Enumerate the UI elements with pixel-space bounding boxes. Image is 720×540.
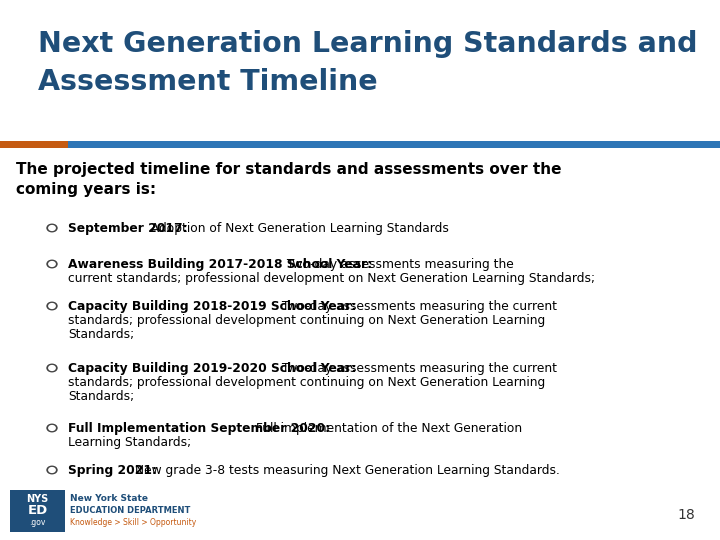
- Text: Full Implementation September 2020:: Full Implementation September 2020:: [68, 422, 330, 435]
- Circle shape: [47, 224, 57, 232]
- Text: New York State: New York State: [70, 494, 148, 503]
- Text: standards; professional development continuing on Next Generation Learning: standards; professional development cont…: [68, 376, 545, 389]
- Text: Standards;: Standards;: [68, 390, 134, 403]
- Text: Capacity Building 2018-2019 School Year:: Capacity Building 2018-2019 School Year:: [68, 300, 356, 313]
- Circle shape: [47, 466, 57, 474]
- Text: Standards;: Standards;: [68, 328, 134, 341]
- Text: Learning Standards;: Learning Standards;: [68, 436, 191, 449]
- Text: New grade 3-8 tests measuring Next Generation Learning Standards.: New grade 3-8 tests measuring Next Gener…: [131, 464, 560, 477]
- Text: Full implementation of the Next Generation: Full implementation of the Next Generati…: [252, 422, 522, 435]
- Circle shape: [49, 468, 55, 472]
- Text: September 2017:: September 2017:: [68, 222, 188, 235]
- Circle shape: [49, 426, 55, 430]
- Text: 18: 18: [678, 508, 695, 522]
- Text: Awareness Building 2017-2018 School Year:: Awareness Building 2017-2018 School Year…: [68, 258, 372, 271]
- Text: Two-day assessments measuring the current: Two-day assessments measuring the curren…: [278, 362, 557, 375]
- Circle shape: [47, 302, 57, 310]
- Text: coming years is:: coming years is:: [16, 182, 156, 197]
- Text: Two-day assessments measuring the current: Two-day assessments measuring the curren…: [278, 300, 557, 313]
- Circle shape: [49, 366, 55, 370]
- Text: Spring 2021:: Spring 2021:: [68, 464, 157, 477]
- Text: ED: ED: [27, 504, 48, 517]
- Circle shape: [47, 424, 57, 432]
- Text: .gov: .gov: [30, 518, 45, 527]
- Circle shape: [49, 261, 55, 266]
- Circle shape: [47, 364, 57, 372]
- Circle shape: [49, 226, 55, 231]
- Text: standards; professional development continuing on Next Generation Learning: standards; professional development cont…: [68, 314, 545, 327]
- Text: Two-day assessments measuring the: Two-day assessments measuring the: [283, 258, 514, 271]
- Text: current standards; professional development on Next Generation Learning Standard: current standards; professional developm…: [68, 272, 595, 285]
- FancyBboxPatch shape: [10, 490, 65, 532]
- Bar: [68, 141, 720, 148]
- Text: The projected timeline for standards and assessments over the: The projected timeline for standards and…: [16, 162, 562, 177]
- Text: Next Generation Learning Standards and: Next Generation Learning Standards and: [38, 30, 698, 58]
- Text: Knowledge > Skill > Opportunity: Knowledge > Skill > Opportunity: [70, 518, 197, 527]
- Bar: [0, 141, 68, 148]
- Text: Assessment Timeline: Assessment Timeline: [38, 68, 377, 96]
- Text: EDUCATION DEPARTMENT: EDUCATION DEPARTMENT: [70, 506, 190, 515]
- Text: NYS: NYS: [27, 494, 49, 504]
- Text: Capacity Building 2019-2020 School Year:: Capacity Building 2019-2020 School Year:: [68, 362, 356, 375]
- Circle shape: [49, 303, 55, 308]
- Text: Adoption of Next Generation Learning Standards: Adoption of Next Generation Learning Sta…: [147, 222, 449, 235]
- Circle shape: [47, 260, 57, 268]
